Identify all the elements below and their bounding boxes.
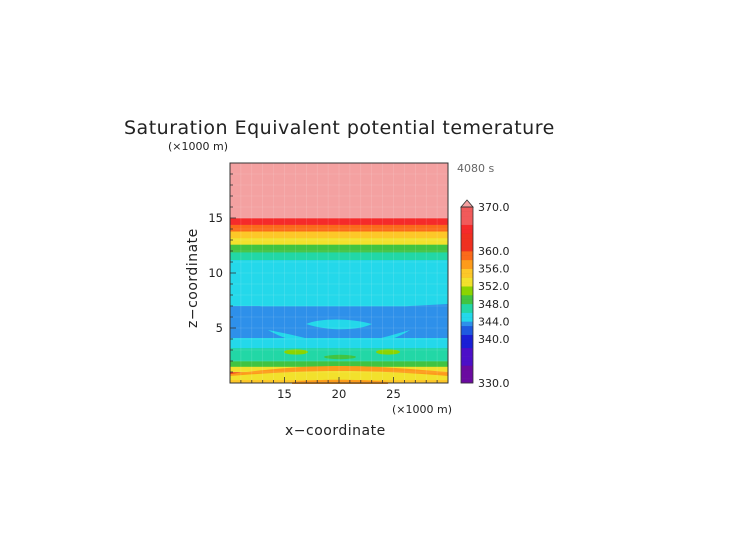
colorbar-swatch (461, 229, 473, 234)
colorbar-swatch (461, 343, 473, 349)
colorbar-swatch (461, 356, 473, 362)
contour-layer-15 (230, 218, 448, 225)
colorbar-swatch (461, 224, 473, 230)
cyan-left-streak (268, 330, 332, 346)
contour-layer-8 (230, 273, 448, 307)
x-unit-label: (×1000 m) (392, 403, 452, 416)
colorbar-swatch (461, 378, 473, 384)
colorbar-swatch (461, 246, 473, 252)
colorbar-swatch (461, 361, 473, 366)
colorbar-label: 344.0 (478, 315, 510, 328)
colorbar-swatch (461, 273, 473, 278)
time-label: 4080 s (457, 162, 494, 175)
colorbar-swatch (461, 317, 473, 322)
colorbar-swatch (461, 268, 473, 274)
colorbar-overflow-triangle (460, 199, 474, 208)
plot-area: 15 20 25 5 10 15 (208, 162, 449, 401)
colorbar-swatch (461, 286, 473, 291)
axis-ticks: 15 20 25 5 10 15 (208, 173, 438, 401)
grid-lines (230, 163, 448, 383)
colorbar-swatch (461, 365, 473, 371)
green-cell-left (284, 349, 308, 355)
colorbar-swatch (461, 299, 473, 305)
colorbar-swatch (461, 237, 473, 243)
x-tick-label: 15 (277, 387, 292, 401)
colorbar-swatch (461, 259, 473, 265)
colorbar-swatch (461, 330, 473, 335)
contour-layer-11 (230, 244, 448, 253)
colorbar-swatch (461, 211, 473, 217)
colorbar-swatch (461, 308, 473, 313)
colorbar-swatch (461, 255, 473, 261)
colorbar-swatch (461, 334, 473, 340)
y-tick-label: 5 (216, 321, 223, 335)
colorbar-swatch (461, 325, 473, 331)
colorbar: 370.0 360.0 356.0 352.0 348.0 344.0 340.0 330.0 (460, 199, 510, 390)
chart-title: Saturation Equivalent potential temeratu… (124, 117, 555, 139)
colorbar-label: 370.0 (478, 201, 510, 214)
contour-layer-16 (230, 163, 448, 219)
contour-layer-3 (230, 361, 448, 367)
colorbar-label: 356.0 (478, 263, 510, 276)
colorbar-labels: 370.0 360.0 356.0 352.0 348.0 344.0 340.0 330.0 (478, 201, 510, 390)
colorbar-swatch (461, 290, 473, 296)
colorbar-swatch (461, 220, 473, 225)
x-axis-label: x−coordinate (285, 423, 386, 439)
colorbar-swatch (461, 312, 473, 318)
green-cell-right (376, 349, 400, 355)
y-axis-label: z−coordinate (185, 228, 201, 328)
colorbar-swatch (461, 347, 473, 353)
colorbar-label: 330.0 (478, 377, 510, 390)
colorbar-swatch (461, 352, 473, 357)
x-tick-label: 20 (332, 387, 347, 401)
contour-layer-13 (230, 231, 448, 239)
contour-layer-5 (230, 347, 448, 355)
y-tick-label: 15 (208, 211, 223, 225)
x-tick-label: 25 (386, 387, 401, 401)
colorbar-label: 348.0 (478, 298, 510, 311)
colorbar-swatch (461, 264, 473, 269)
colorbar-swatch (461, 374, 473, 379)
colorbar-swatch (461, 242, 473, 247)
contour-layer-14 (230, 224, 448, 232)
colorbar-frame (460, 206, 474, 384)
cyan-right-streak (348, 330, 410, 347)
colorbar-swatch (461, 369, 473, 375)
contour-layer-10 (230, 252, 448, 261)
contour-layer-12 (230, 237, 448, 245)
colorbar-swatch (461, 321, 473, 327)
colorbar-label: 340.0 (478, 333, 510, 346)
green-cell-center (324, 354, 356, 360)
colorbar-swatch (461, 295, 473, 300)
colorbar-swatch (461, 215, 473, 221)
colorbar-swatch (461, 277, 473, 283)
colorbar-label: 352.0 (478, 280, 510, 293)
y-unit-label: (×1000 m) (168, 140, 228, 153)
cyan-upper-blob (306, 319, 372, 330)
colorbar-swatch (461, 339, 473, 344)
colorbar-swatch (461, 281, 473, 287)
y-tick-label: 10 (208, 266, 223, 280)
colorbar-swatch (461, 207, 473, 212)
colorbar-swatches (461, 206, 473, 384)
colorbar-swatch (461, 303, 473, 309)
colorbar-swatch (461, 251, 473, 256)
colorbar-swatch (461, 233, 473, 239)
contour-layer-9 (230, 259, 448, 274)
colorbar-label: 360.0 (478, 245, 510, 258)
